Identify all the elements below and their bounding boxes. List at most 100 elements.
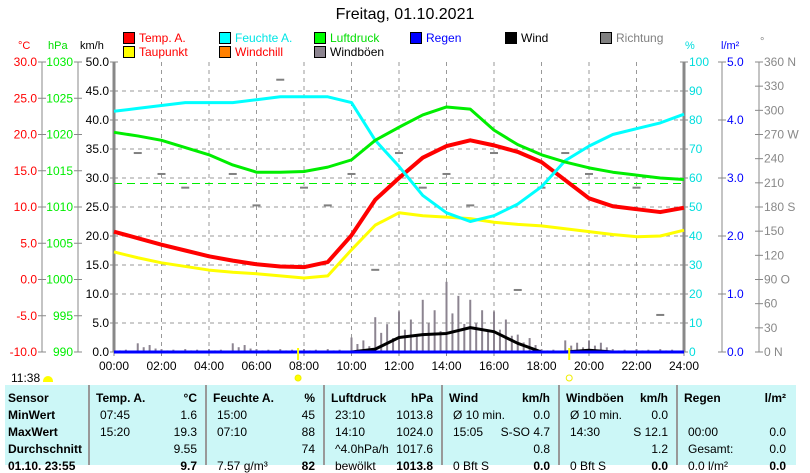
cell-value: 45: [301, 408, 315, 422]
cell-time: 15:05: [453, 425, 484, 439]
cell-value: S 12.1: [633, 425, 668, 439]
chart-title: Freitag, 01.10.2021: [335, 6, 475, 23]
column-divider: [323, 385, 325, 465]
cell-value: 1017.6: [396, 442, 433, 456]
x-tick-label: 04:00: [194, 359, 224, 373]
pressure-tick-label: 990: [53, 345, 73, 359]
direction-tick-label: 30: [764, 321, 778, 335]
x-tick-label: 18:00: [526, 359, 556, 373]
wind-tick-label: 20.0: [86, 229, 110, 243]
wind-tick-label: 25.0: [86, 200, 110, 214]
column-header: Luftdruck: [331, 391, 387, 405]
cell-value: 82: [301, 459, 315, 473]
column-divider: [205, 385, 207, 465]
legend-swatch: [219, 46, 231, 58]
humidity-tick-label: 100: [689, 55, 709, 69]
x-tick-label: 22:00: [621, 359, 651, 373]
cell-value: 9.55: [173, 442, 197, 456]
cell-value: 0.0: [769, 459, 786, 473]
weather-chart: 30.025.020.015.010.05.00.0-5.0-10.010301…: [10, 55, 799, 382]
cell-value: 0.0: [769, 442, 786, 456]
time-stamp-text: 11:38: [11, 371, 41, 385]
legend-label: Feuchte A.: [235, 31, 293, 45]
cell-value: 1.2: [651, 442, 668, 456]
cell-value: 0.0: [533, 408, 550, 422]
legend-swatch: [600, 32, 612, 44]
legend-item: Windböen: [314, 45, 384, 59]
cell-time: 00:00: [688, 425, 719, 439]
row-label: MinWert: [8, 408, 56, 422]
cell-value: 0.0: [769, 425, 786, 439]
time-stamp: 11:38: [11, 371, 54, 385]
humidity-tick-label: 80: [689, 113, 703, 127]
pressure-tick-label: 995: [53, 309, 73, 323]
humidity-tick-label: 60: [689, 171, 703, 185]
row-label: MaxWert: [8, 425, 58, 439]
temp-tick-label: 5.0: [20, 236, 37, 250]
rain-tick-label: 3.0: [727, 171, 744, 185]
pressure-tick-label: 1010: [46, 200, 73, 214]
wind-tick-label: 5.0: [92, 316, 109, 330]
column-unit: °C: [183, 391, 197, 405]
x-tick-label: 10:00: [336, 359, 366, 373]
x-tick-label: 12:00: [384, 359, 414, 373]
cell-value: 0.0: [533, 459, 550, 473]
column-unit: hPa: [410, 391, 433, 405]
direction-tick-label: 270 W: [764, 128, 799, 142]
temp-tick-label: 15.0: [14, 164, 38, 178]
temp-tick-label: -5.0: [16, 309, 37, 323]
cell-time: Gesamt:: [688, 442, 734, 456]
column-divider: [676, 385, 678, 465]
humidity-unit: %: [685, 40, 695, 52]
temp-unit: °C: [18, 40, 31, 52]
direction-tick-label: 210: [764, 176, 784, 190]
legend-item: Richtung: [600, 31, 663, 45]
rain-unit: l/m²: [721, 40, 740, 52]
cell-value: 1024.0: [396, 425, 433, 439]
series-taupunkt: [113, 211, 685, 280]
x-tick-label: 02:00: [146, 359, 176, 373]
legend-item: Windchill: [219, 45, 283, 59]
wind-tick-label: 50.0: [86, 55, 110, 69]
pressure-unit: hPa: [48, 40, 68, 52]
wind-tick-label: 0.0: [92, 345, 109, 359]
legend-label: Windböen: [330, 45, 385, 59]
rain-tick-label: 1.0: [727, 287, 744, 301]
cell-value: S-SO 4.7: [500, 425, 550, 439]
series-feuchte-a: [113, 95, 685, 223]
row-label: 01.10. 23:55: [8, 459, 76, 473]
column-unit: km/h: [521, 391, 550, 405]
legend-item: Luftdruck: [314, 31, 379, 45]
legend-label: Luftdruck: [330, 31, 380, 45]
legend-swatch: [314, 32, 326, 44]
x-tick-label: 14:00: [431, 359, 461, 373]
legend-swatch: [219, 32, 231, 44]
pressure-tick-label: 1005: [46, 236, 73, 250]
direction-tick-label: 0 N: [764, 345, 783, 359]
direction-tick-label: 90 O: [764, 273, 790, 287]
legend-label: Taupunkt: [139, 45, 188, 59]
temp-tick-label: 0.0: [20, 273, 37, 287]
rain-tick-label: 2.0: [727, 229, 744, 243]
legend-item: Regen: [410, 31, 461, 45]
pressure-tick-label: 1020: [46, 128, 73, 142]
cell-time: 14:10: [335, 425, 366, 439]
cell-time: ^4.0hPa/h: [335, 442, 389, 456]
column-unit: km/h: [639, 391, 668, 405]
rain-tick-label: 4.0: [727, 113, 744, 127]
legend-label: Wind: [521, 31, 549, 45]
column-header: Feuchte A.: [213, 391, 274, 405]
x-tick-label: 00:00: [99, 359, 129, 373]
series-temp-a: [113, 138, 685, 270]
wind-tick-label: 40.0: [86, 113, 110, 127]
column-divider: [441, 385, 443, 465]
legend-item: Feuchte A.: [219, 31, 292, 45]
column-header: Windböen: [566, 391, 624, 405]
column-divider: [88, 385, 90, 465]
legend-item: Taupunkt: [123, 45, 188, 59]
cell-value: 74: [301, 442, 315, 456]
pressure-tick-label: 1000: [46, 273, 73, 287]
stats-table: Sensor Temp. A. °C Feuchte A.% Luftdruck hPa W…: [5, 385, 796, 473]
legend-swatch: [314, 46, 326, 58]
cell-time: Ø 10 min.: [453, 408, 506, 422]
